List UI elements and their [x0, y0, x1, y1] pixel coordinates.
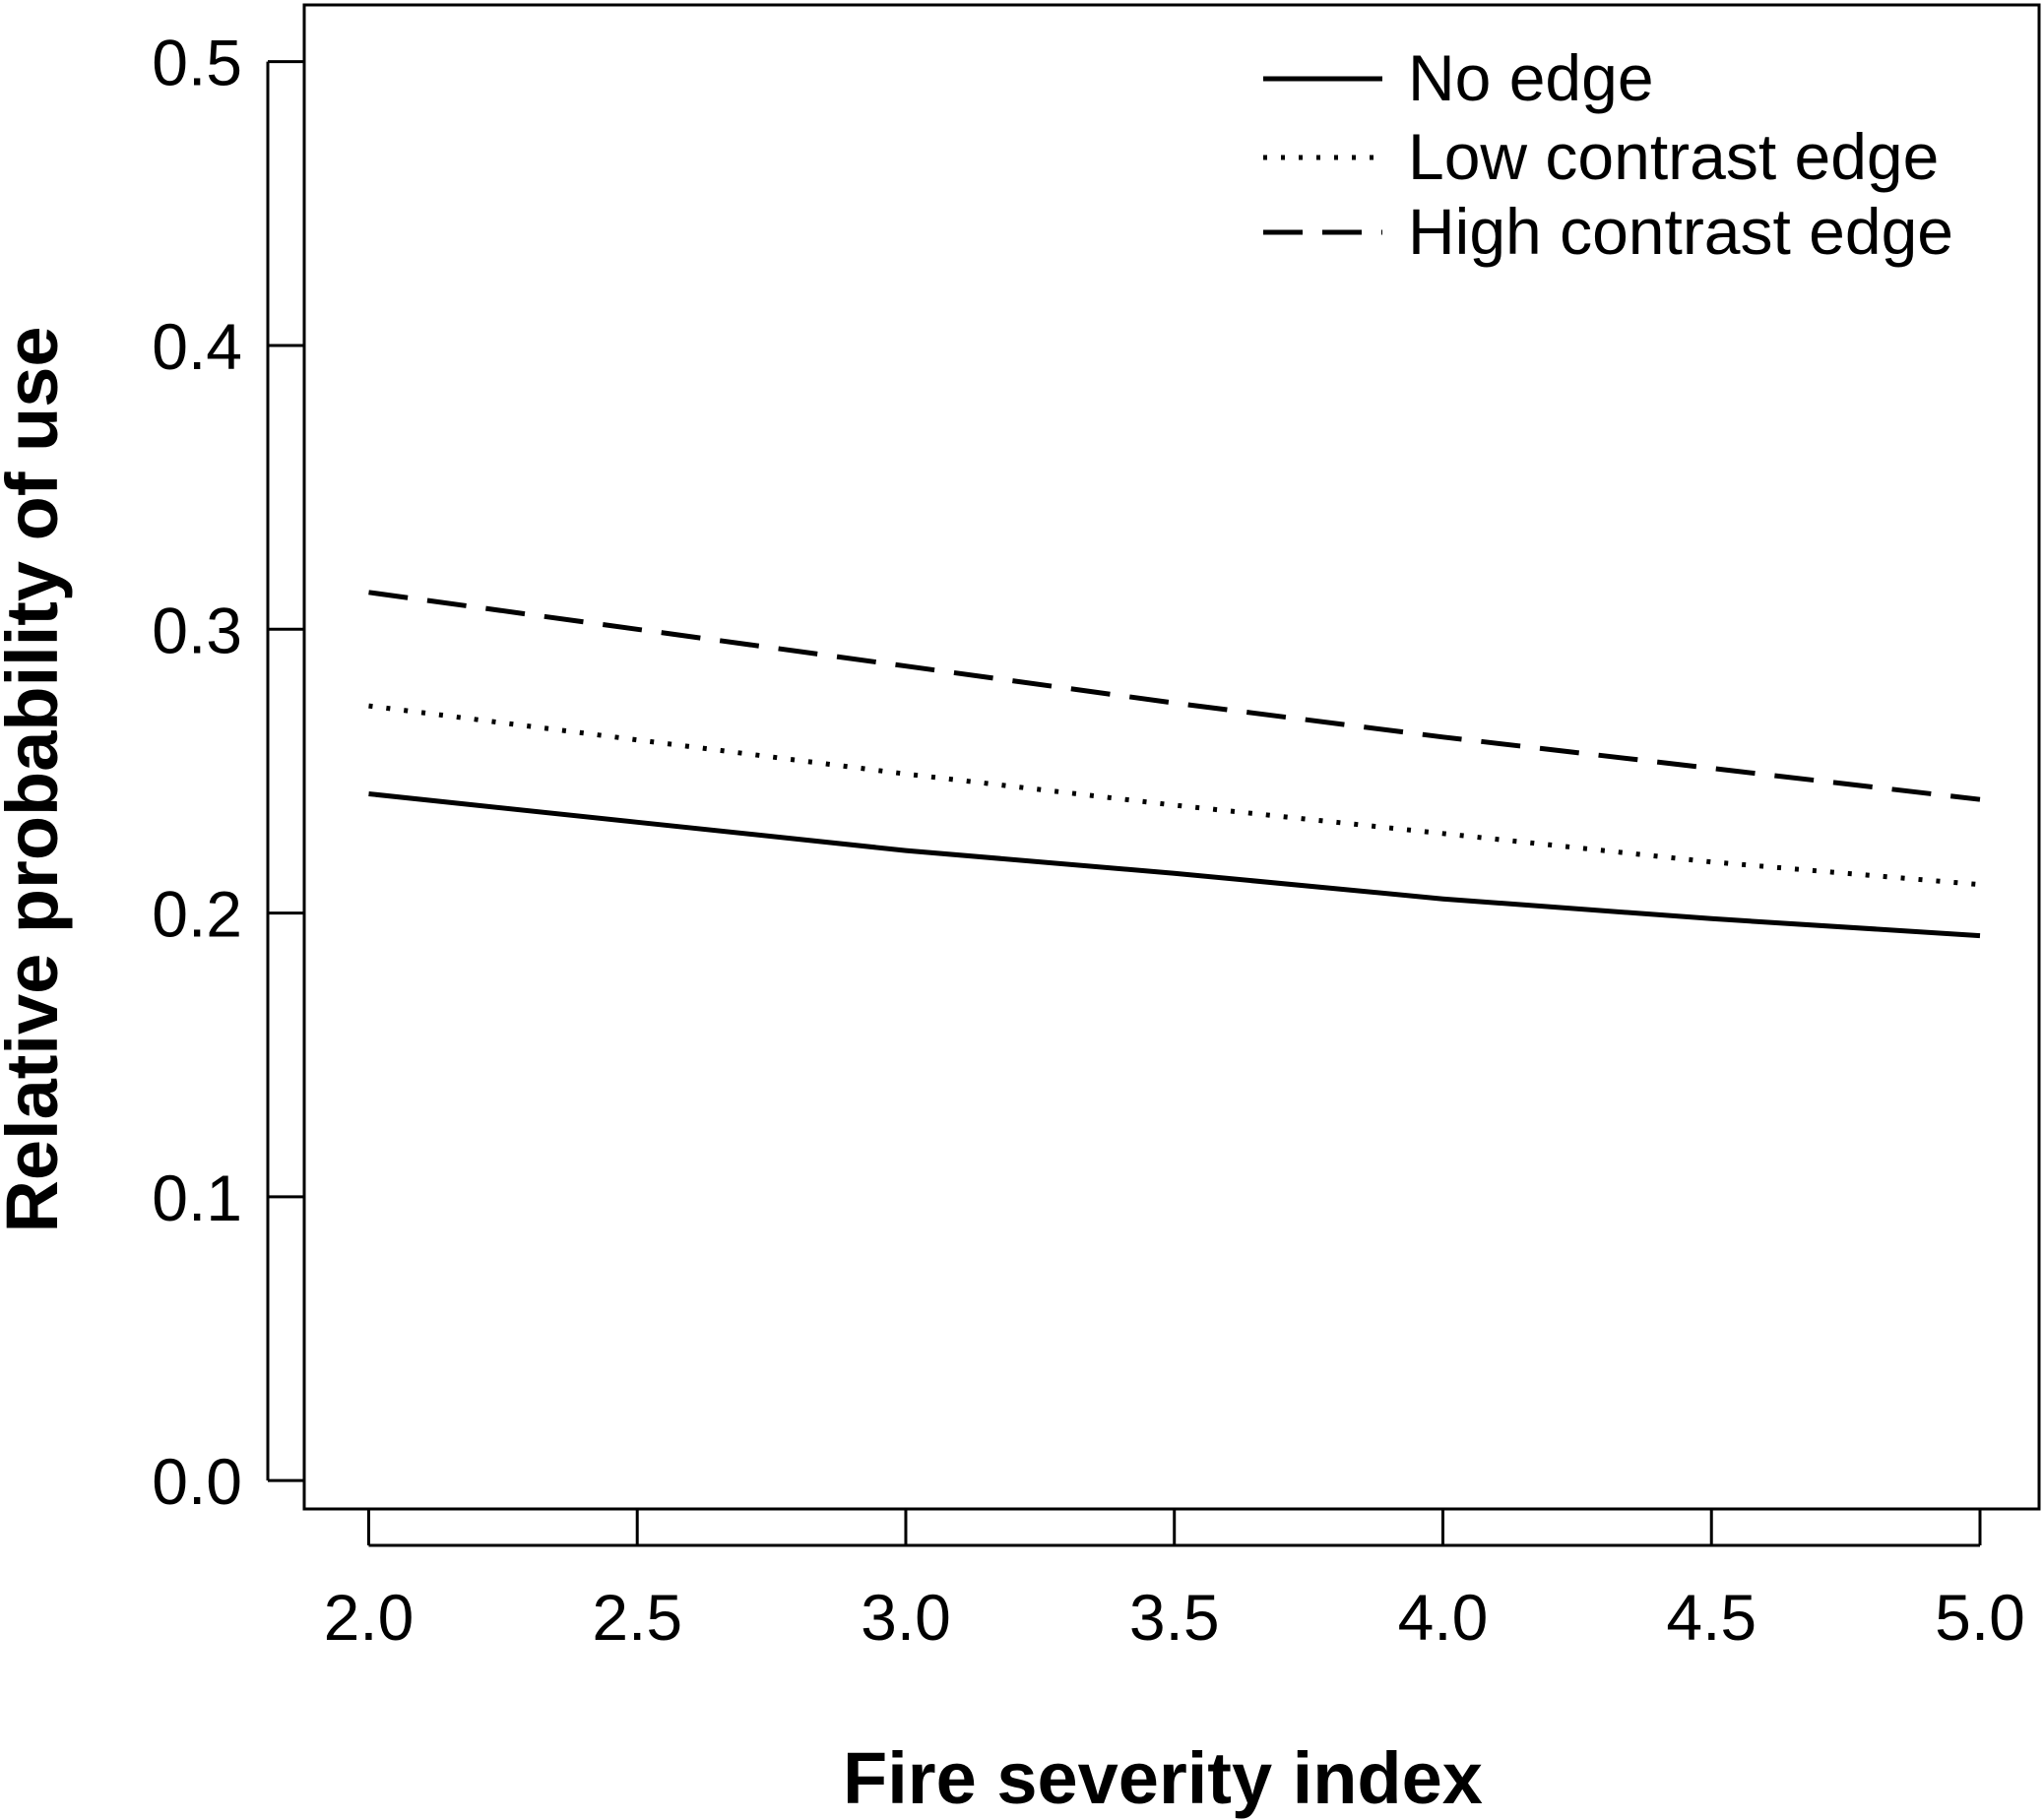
y-axis: 0.0 0.1 0.2 0.3 0.4 0.5	[152, 27, 304, 1518]
x-axis-title: Fire severity index	[843, 1737, 1483, 1819]
x-tick-label: 5.0	[1935, 1581, 2025, 1654]
y-tick-label: 0.0	[152, 1445, 242, 1518]
series-line-dotted	[368, 703, 1981, 888]
x-tick-label: 2.5	[592, 1581, 682, 1654]
series-layer	[368, 590, 1981, 939]
x-tick-label: 4.0	[1398, 1581, 1489, 1654]
x-tick-label: 3.0	[861, 1581, 951, 1654]
y-axis-title: Relative probability of use	[0, 326, 73, 1232]
y-tick-label: 0.3	[152, 594, 242, 666]
plot-frame	[302, 3, 2041, 1511]
y-tick-label: 0.5	[152, 27, 242, 99]
legend-label-low-contrast-edge: Low contrast edge	[1408, 120, 1939, 193]
x-tick-label: 2.0	[324, 1581, 415, 1654]
x-tick-label: 4.5	[1666, 1581, 1757, 1654]
x-axis: 2.0 2.5 3.0 3.5 4.0 4.5 5.0	[324, 1509, 2025, 1654]
y-tick-label: 0.4	[152, 310, 242, 383]
series-line-solid	[368, 791, 1981, 939]
legend-item-low-contrast-edge: Low contrast edge	[1263, 120, 1939, 193]
x-tick-label: 3.5	[1129, 1581, 1220, 1654]
legend-label-high-contrast-edge: High contrast edge	[1408, 195, 1953, 268]
legend: No edge Low contrast edge High contrast …	[1263, 41, 1953, 268]
y-tick-label: 0.1	[152, 1161, 242, 1234]
legend-label-no-edge: No edge	[1408, 41, 1654, 114]
series-line-dashed	[368, 590, 1981, 802]
legend-item-no-edge: No edge	[1263, 41, 1654, 114]
y-tick-label: 0.2	[152, 878, 242, 951]
legend-item-high-contrast-edge: High contrast edge	[1263, 195, 1953, 268]
